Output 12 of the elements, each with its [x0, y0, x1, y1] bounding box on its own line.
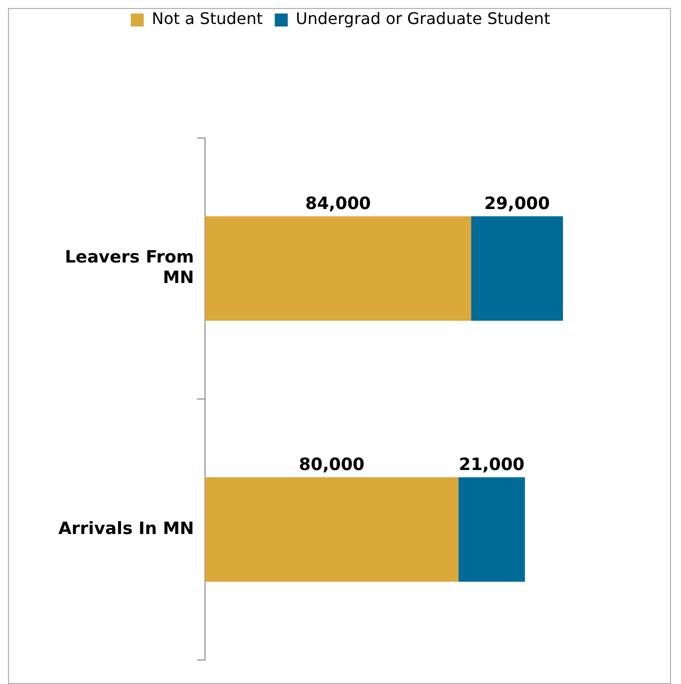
data-label: 29,000 [484, 194, 550, 214]
legend-label: Not a Student [152, 9, 263, 28]
data-label: 21,000 [458, 455, 525, 476]
data-label: 84,000 [305, 194, 372, 214]
y-tick-label: Arrivals In MN [58, 518, 194, 539]
bar [205, 477, 458, 582]
y-tick-label: Leavers From MN [64, 248, 194, 288]
bar [458, 477, 525, 582]
legend-label: Undergrad or Graduate Student [296, 9, 550, 28]
bar [471, 216, 563, 321]
bar [205, 216, 472, 321]
data-label: 80,000 [298, 455, 365, 476]
